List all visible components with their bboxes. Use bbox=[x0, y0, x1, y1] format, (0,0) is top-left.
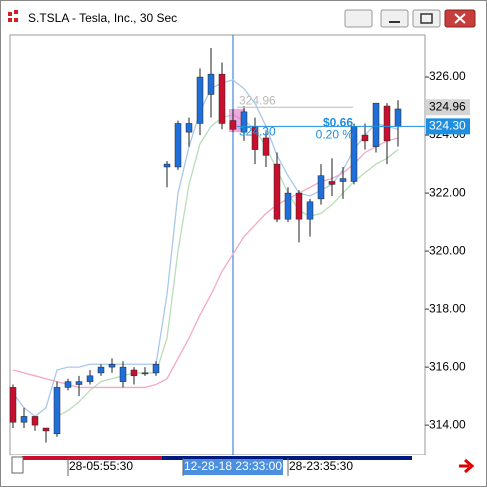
y-tick-label: 320.00 bbox=[429, 243, 466, 257]
candle-body bbox=[240, 111, 248, 133]
candle-body bbox=[86, 375, 94, 382]
candle-body bbox=[152, 363, 160, 374]
candle-body bbox=[317, 175, 325, 200]
candle-body bbox=[119, 366, 127, 382]
candle-body bbox=[262, 137, 270, 156]
price-tag-label: 324.96 bbox=[429, 99, 466, 113]
y-tick-label: 322.00 bbox=[429, 185, 466, 199]
y-tick-label: 314.00 bbox=[429, 417, 466, 431]
link-button[interactable] bbox=[344, 9, 373, 28]
candle-body bbox=[108, 363, 116, 368]
candle-body bbox=[141, 372, 149, 375]
candle-body bbox=[372, 102, 380, 147]
candle-body bbox=[273, 163, 281, 220]
x-tick-label: 12-28-18 23:33:00 bbox=[184, 459, 282, 473]
candle-body bbox=[295, 192, 303, 220]
candle-body bbox=[328, 181, 336, 185]
candle-body bbox=[339, 178, 347, 182]
price-tag bbox=[426, 118, 470, 135]
candle-body bbox=[130, 369, 138, 377]
candle-body bbox=[284, 192, 292, 220]
measure-percent: 0.20 % bbox=[316, 127, 354, 141]
window-buttons[interactable] bbox=[344, 9, 476, 28]
plot: 314.00316.00318.00320.00322.00324.00326.… bbox=[9, 35, 470, 455]
scroll-handle[interactable] bbox=[11, 456, 24, 474]
window-title: S.TSLA - Tesla, Inc., 30 Sec bbox=[28, 11, 177, 25]
candle-body bbox=[53, 387, 61, 435]
measure-end-label: 324.30 bbox=[239, 125, 276, 139]
maximize-button[interactable] bbox=[412, 9, 441, 28]
candle-body bbox=[9, 387, 17, 423]
candle-body bbox=[218, 73, 226, 124]
moving-average-line bbox=[56, 114, 399, 417]
candle-body bbox=[174, 123, 182, 168]
x-tick-label: 28-05:55:30 bbox=[69, 459, 133, 473]
candle-body bbox=[229, 120, 237, 130]
candle-body bbox=[31, 416, 39, 426]
measure-start-label: 324.96 bbox=[239, 93, 276, 107]
candle-body bbox=[75, 381, 83, 385]
candle-body bbox=[383, 105, 391, 142]
scroll-range bbox=[22, 456, 162, 460]
candle-body bbox=[394, 108, 402, 127]
price-tag-label: 324.30 bbox=[429, 119, 466, 133]
candle-body bbox=[163, 163, 171, 168]
y-tick-label: 326.00 bbox=[429, 69, 466, 83]
scroll-right-arrow[interactable] bbox=[459, 458, 475, 474]
candle-body bbox=[196, 76, 204, 124]
measure-change: $0.66 bbox=[323, 115, 353, 129]
y-tick-label: 318.00 bbox=[429, 301, 466, 315]
candle-body bbox=[64, 381, 72, 388]
moving-average-line bbox=[12, 137, 399, 389]
candle-body bbox=[185, 123, 193, 133]
x-tick-label: 28-23:35:30 bbox=[289, 459, 353, 473]
candle-body bbox=[97, 366, 105, 374]
candle-body bbox=[306, 201, 314, 220]
minimize-button[interactable] bbox=[380, 9, 409, 28]
candle-body bbox=[20, 416, 28, 423]
price-tag bbox=[426, 99, 470, 116]
app-icon bbox=[8, 10, 18, 22]
plot-area bbox=[9, 34, 426, 456]
highlighted-time-box bbox=[183, 459, 283, 475]
scroll-range bbox=[162, 456, 412, 460]
candle-body bbox=[42, 427, 50, 432]
y-tick-label: 316.00 bbox=[429, 359, 466, 373]
candle-body bbox=[361, 134, 369, 142]
candle-body bbox=[207, 73, 215, 95]
